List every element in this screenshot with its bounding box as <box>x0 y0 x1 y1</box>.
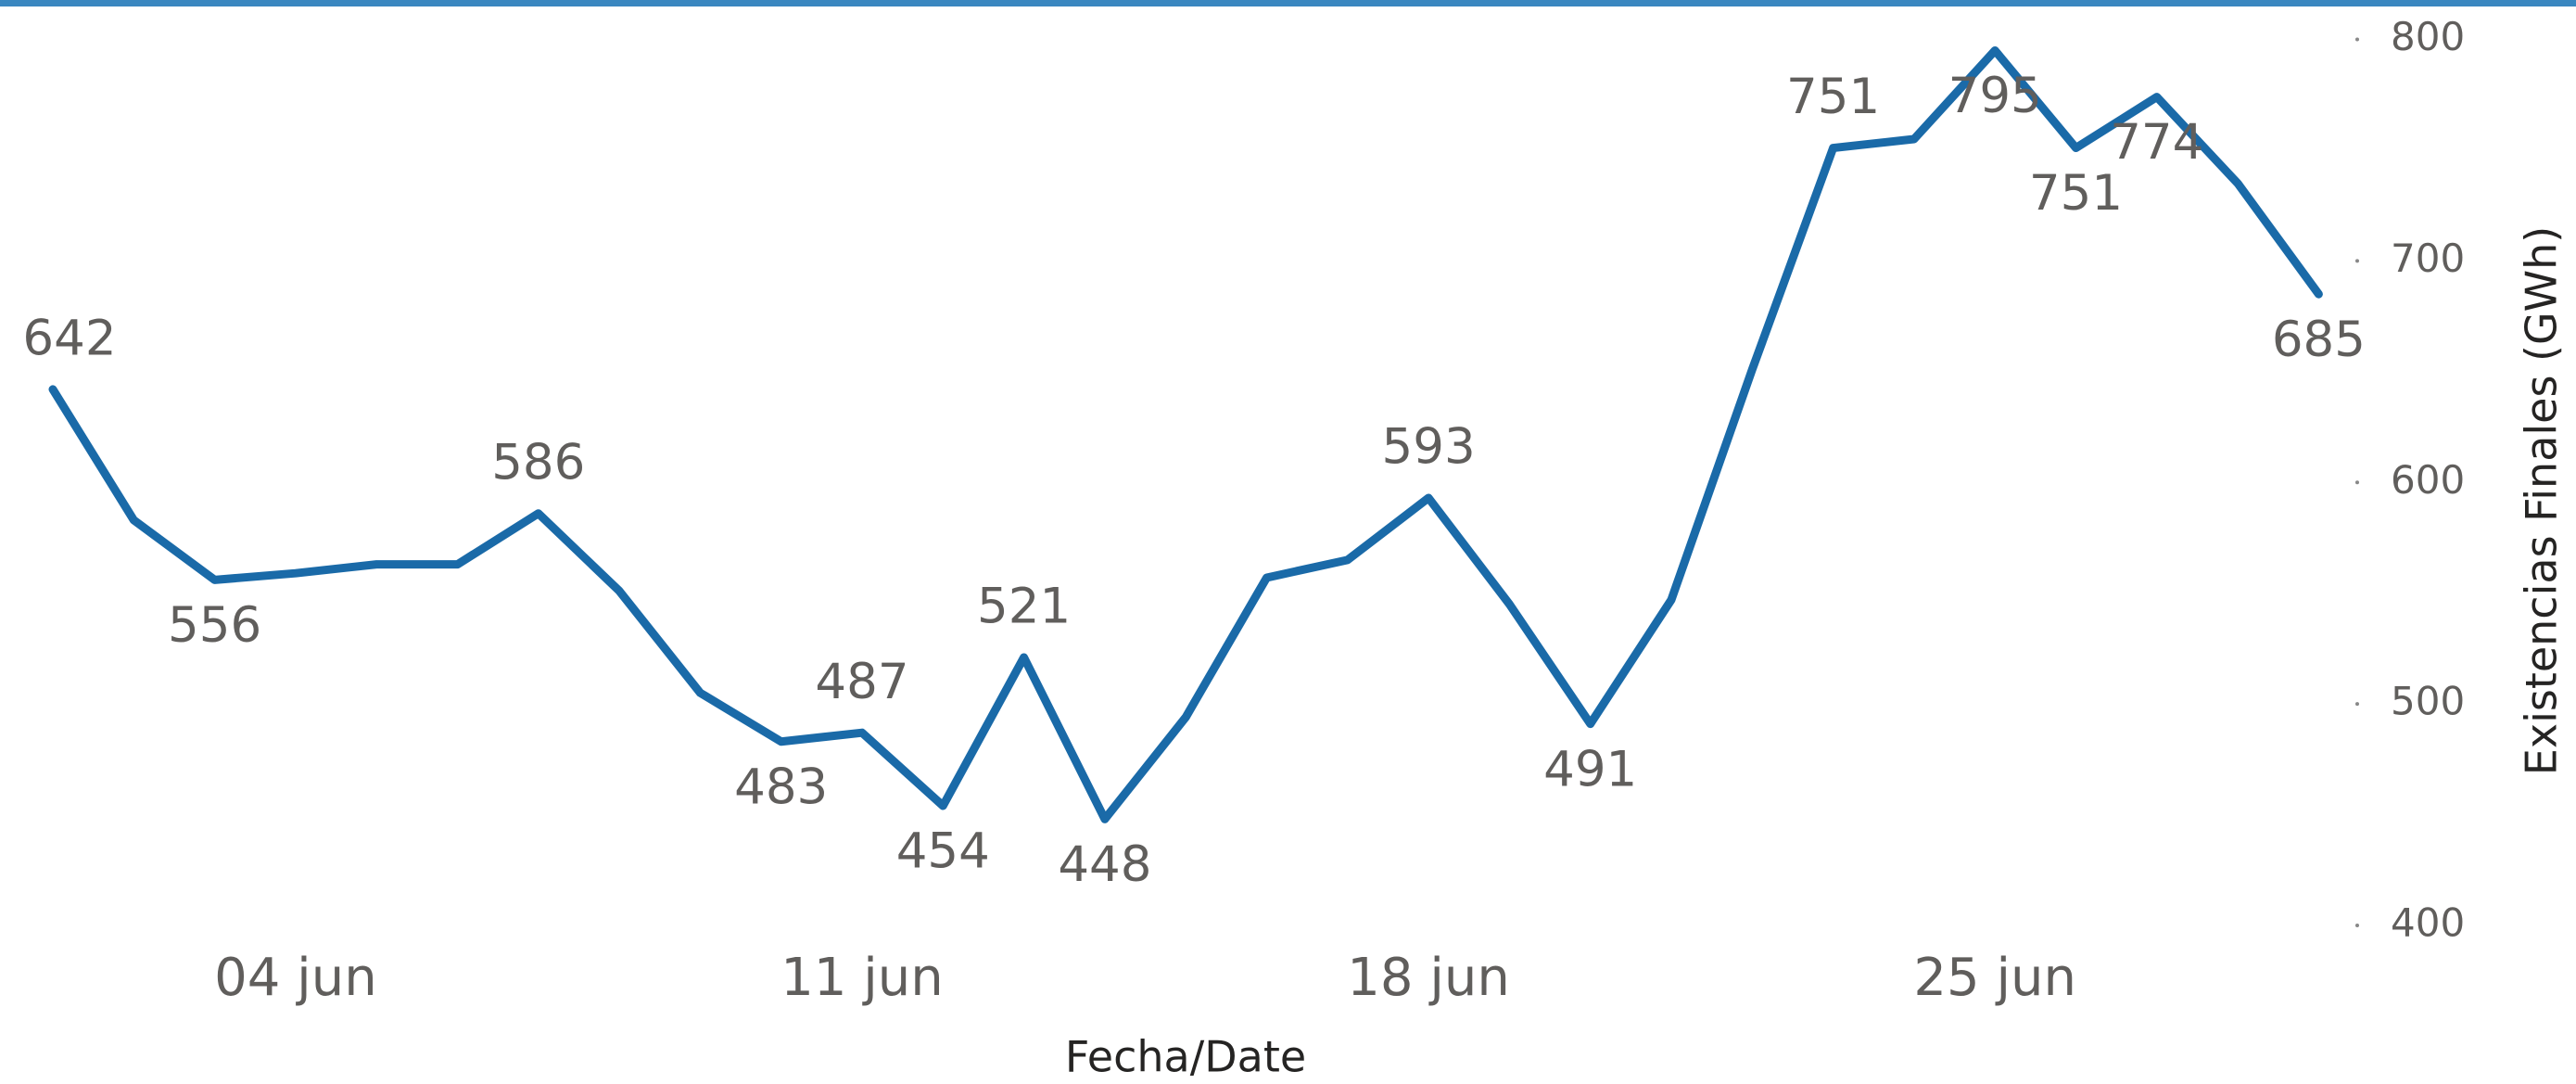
data-label: 483 <box>734 759 828 815</box>
data-label: 774 <box>2110 114 2203 171</box>
data-label: 685 <box>2272 312 2366 368</box>
data-label: 593 <box>1382 419 1476 476</box>
y-axis-title: Existencias Finales (GWh) <box>2517 226 2567 775</box>
y-tick-label: 800 <box>2391 14 2465 59</box>
y-tick-label: 600 <box>2391 457 2465 503</box>
y-tick-mark <box>2355 480 2359 485</box>
x-axis-title: Fecha/Date <box>1065 1032 1306 1082</box>
y-tick-mark <box>2355 702 2359 707</box>
x-tick-label: 11 jun <box>780 948 944 1008</box>
data-label: 521 <box>977 579 1071 635</box>
y-tick-mark <box>2355 37 2359 42</box>
line <box>48 45 2323 823</box>
data-label: 491 <box>1543 741 1637 797</box>
top-border <box>0 0 2576 6</box>
y-tick-mark <box>2355 924 2359 927</box>
data-label: 642 <box>22 311 116 367</box>
data-label: 795 <box>1948 68 2042 124</box>
data-label: 448 <box>1058 836 1151 893</box>
data-label: 487 <box>815 654 908 710</box>
y-tick-label: 400 <box>2391 900 2465 946</box>
y-tick-label: 500 <box>2391 679 2465 724</box>
data-label: 556 <box>168 597 261 654</box>
y-tick-label: 700 <box>2391 236 2465 281</box>
x-tick-label: 25 jun <box>1913 948 2076 1008</box>
data-label: 751 <box>2029 165 2123 222</box>
data-label: 751 <box>1786 69 1880 125</box>
x-tick-label: 18 jun <box>1347 948 1510 1008</box>
data-label: 454 <box>896 823 990 880</box>
x-tick-label: 04 jun <box>214 948 377 1008</box>
data-label: 586 <box>491 434 585 491</box>
y-tick-mark <box>2355 259 2359 263</box>
